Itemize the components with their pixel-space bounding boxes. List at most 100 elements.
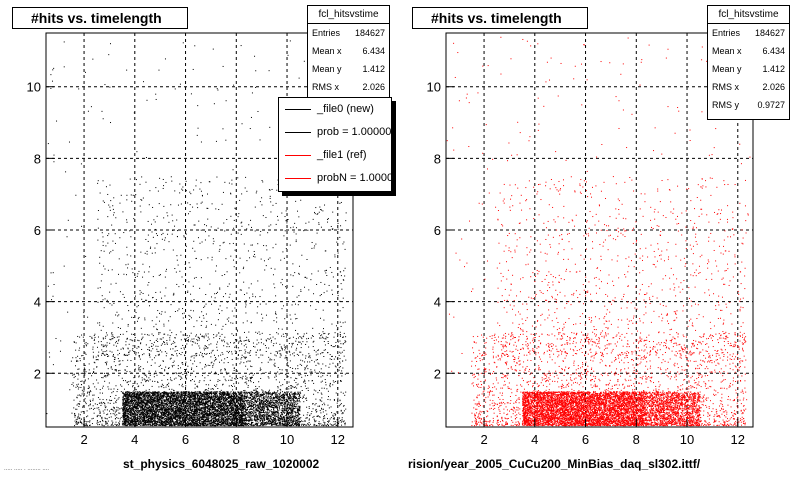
data-point	[159, 418, 161, 420]
data-point	[237, 425, 239, 427]
data-point	[151, 407, 153, 409]
data-point	[196, 397, 198, 399]
data-point	[175, 393, 177, 395]
data-point	[194, 421, 196, 423]
data-point	[210, 393, 212, 395]
data-point	[189, 418, 191, 420]
data-point	[151, 421, 153, 423]
data-point	[189, 423, 191, 425]
data-point	[129, 420, 131, 422]
data-point	[143, 410, 145, 412]
data-point	[166, 408, 168, 410]
data-point	[143, 392, 145, 394]
data-point	[229, 411, 231, 413]
data-point	[212, 407, 214, 409]
data-point	[154, 392, 156, 394]
data-point	[131, 423, 133, 425]
data-point	[183, 392, 185, 394]
data-point	[168, 423, 170, 425]
data-point	[171, 403, 173, 405]
data-point	[141, 408, 143, 410]
data-point	[230, 416, 232, 418]
data-point	[131, 398, 133, 400]
data-point	[149, 422, 151, 424]
data-point	[157, 405, 159, 407]
data-point	[123, 404, 125, 406]
data-point	[207, 403, 209, 405]
data-point	[228, 415, 230, 417]
data-point	[192, 395, 194, 397]
data-point	[202, 401, 204, 403]
data-point	[209, 409, 211, 411]
data-point	[155, 391, 157, 393]
data-point	[210, 412, 212, 414]
data-point	[149, 420, 151, 422]
data-point	[226, 418, 228, 420]
data-point	[192, 409, 194, 411]
data-point	[131, 411, 133, 413]
data-point	[217, 418, 219, 420]
data-point	[189, 399, 191, 401]
data-point	[170, 421, 172, 423]
data-point	[147, 409, 149, 411]
data-point	[153, 395, 155, 397]
data-point	[170, 405, 172, 407]
data-point	[225, 400, 227, 402]
data-point	[192, 401, 194, 403]
data-point	[238, 407, 240, 409]
data-point	[170, 400, 172, 402]
data-point	[143, 400, 145, 402]
data-point	[167, 411, 169, 413]
data-point	[235, 393, 237, 395]
data-point	[132, 409, 134, 411]
data-point	[208, 415, 210, 417]
data-point	[168, 399, 170, 401]
data-point	[152, 398, 154, 400]
data-point	[182, 409, 184, 411]
data-point	[127, 394, 129, 396]
data-point	[154, 416, 156, 418]
data-point	[143, 397, 145, 399]
data-point	[214, 416, 216, 418]
data-point	[168, 423, 170, 425]
data-point	[154, 391, 156, 393]
data-point	[214, 394, 216, 396]
data-point	[165, 406, 167, 408]
data-point	[214, 392, 216, 394]
data-point	[140, 404, 142, 406]
data-point	[169, 424, 171, 426]
data-point	[168, 400, 170, 402]
data-point	[144, 404, 146, 406]
data-point	[221, 405, 223, 407]
data-point	[125, 414, 127, 416]
data-point	[241, 391, 243, 393]
data-point	[124, 414, 126, 416]
data-point	[229, 412, 231, 414]
data-point	[207, 414, 209, 416]
data-point	[161, 416, 163, 418]
data-point	[199, 397, 201, 399]
data-point	[140, 401, 142, 403]
data-point	[171, 399, 173, 401]
data-point	[127, 399, 129, 401]
data-point	[137, 395, 139, 397]
data-point	[140, 405, 142, 407]
data-point	[162, 412, 164, 414]
data-point	[194, 405, 196, 407]
data-point	[165, 422, 167, 424]
data-point	[164, 414, 166, 416]
data-point	[204, 403, 206, 405]
data-point	[164, 422, 166, 424]
data-point	[195, 404, 197, 406]
data-point	[210, 399, 212, 401]
data-point	[243, 411, 245, 413]
data-point	[229, 407, 231, 409]
data-point	[157, 410, 159, 412]
data-point	[176, 405, 178, 407]
data-point	[231, 399, 233, 401]
data-point	[223, 423, 225, 425]
data-point	[216, 399, 218, 401]
data-point	[224, 422, 226, 424]
data-point	[199, 407, 201, 409]
data-point	[158, 416, 160, 418]
